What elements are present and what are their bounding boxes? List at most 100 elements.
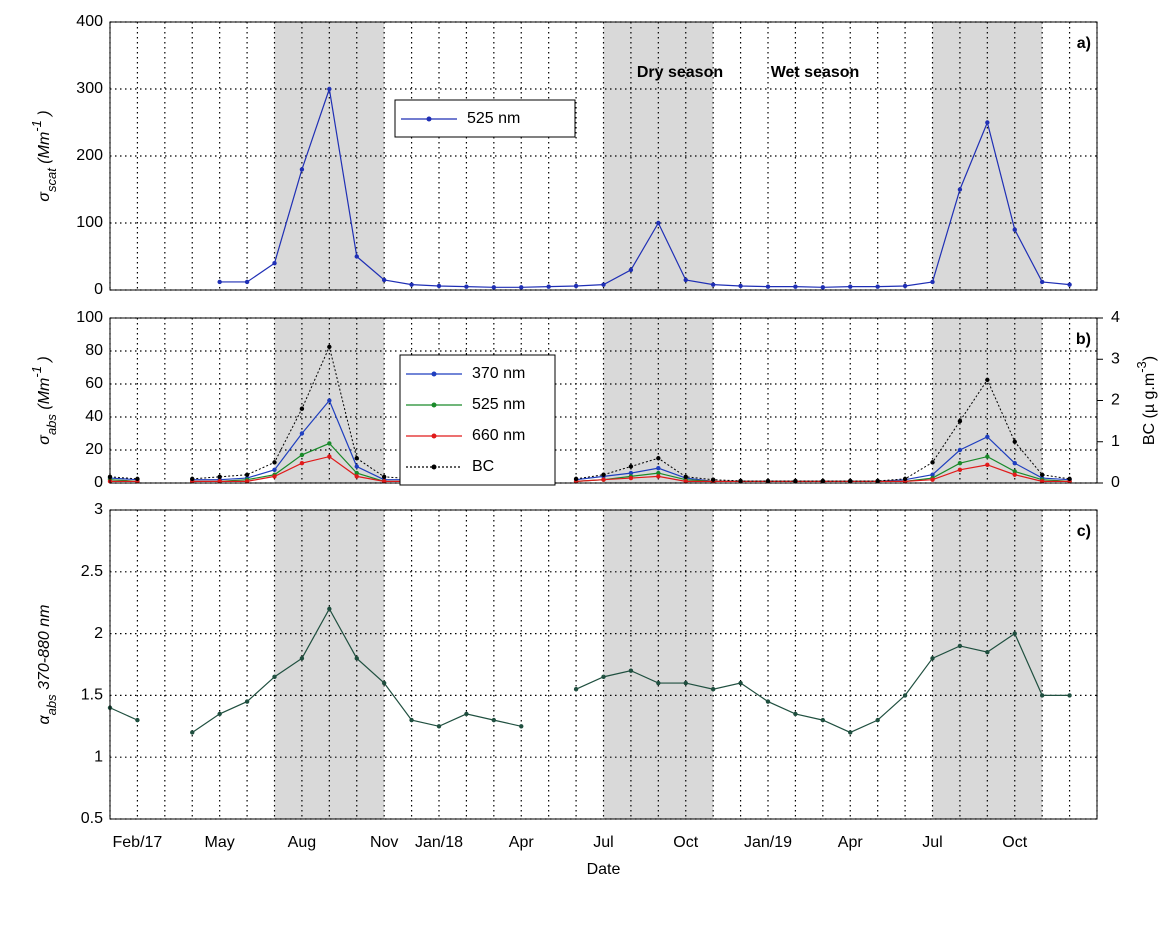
- data-point: [1012, 461, 1017, 466]
- data-point: [244, 279, 250, 285]
- data-point: [299, 452, 305, 458]
- data-point: [738, 478, 743, 484]
- data-point: [601, 674, 606, 680]
- y2-tick-label: 0: [1111, 474, 1120, 491]
- data-point: [409, 282, 414, 287]
- x-axis-label: Date: [587, 861, 621, 878]
- data-point: [930, 477, 935, 482]
- data-point: [272, 460, 277, 465]
- data-point: [327, 86, 332, 92]
- data-point: [491, 717, 497, 723]
- y-axis-label-part: abs: [44, 694, 59, 715]
- y2-axis-label-part: ): [1141, 356, 1158, 361]
- data-point: [902, 476, 908, 482]
- y-axis-label-part: 370-880 nm: [36, 605, 53, 695]
- data-point: [656, 680, 661, 686]
- y2-axis-label: BC (µ g.m-3): [1134, 356, 1158, 445]
- data-point: [327, 454, 332, 459]
- y-axis-label-part: abs: [44, 414, 59, 435]
- y-axis-label-part: α: [36, 714, 53, 724]
- data-point: [409, 717, 414, 723]
- data-point: [436, 724, 442, 729]
- legend-label: BC: [472, 458, 494, 475]
- y-tick-label: 80: [85, 342, 103, 359]
- data-point: [930, 279, 935, 285]
- data-point: [190, 476, 195, 482]
- data-point: [464, 711, 469, 717]
- data-point: [765, 699, 771, 704]
- data-point: [738, 283, 743, 289]
- plot-frame: [109, 509, 1098, 820]
- data-point: [546, 284, 551, 289]
- x-tick-label: Apr: [509, 834, 535, 851]
- data-point: [848, 730, 853, 735]
- x-tick-label: Jul: [593, 834, 613, 851]
- series-line: [109, 607, 1070, 734]
- data-point: [656, 465, 661, 471]
- data-point: [1012, 469, 1017, 474]
- data-point: [327, 398, 332, 403]
- y2-tick-label: 3: [1111, 350, 1120, 367]
- data-point: [1012, 227, 1017, 232]
- data-point: [601, 477, 606, 482]
- x-tick-label: May: [205, 834, 235, 851]
- y-tick-label: 200: [76, 147, 103, 164]
- data-point: [436, 283, 442, 289]
- data-point: [217, 474, 222, 480]
- data-point: [793, 711, 798, 717]
- data-point: [354, 656, 359, 661]
- x-tick-label: Nov: [370, 834, 398, 851]
- data-point: [683, 680, 688, 686]
- data-point: [327, 606, 332, 612]
- data-point: [381, 680, 387, 686]
- y-axis-label: σscat (Mm-1 ): [29, 110, 59, 201]
- data-point: [930, 460, 935, 465]
- y-tick-label: 1.5: [81, 687, 103, 704]
- y-tick-label: 1: [94, 748, 103, 765]
- data-point: [957, 187, 963, 192]
- data-point: [519, 285, 524, 290]
- panel-label: a): [1077, 35, 1091, 52]
- legend-label: 525 nm: [472, 396, 525, 413]
- data-point: [1039, 279, 1045, 285]
- data-point: [710, 477, 716, 482]
- data-point: [765, 284, 771, 289]
- data-point: [135, 476, 140, 482]
- y-axis-label: σabs (Mm-1 ): [29, 356, 59, 444]
- data-point: [656, 474, 661, 479]
- series-line: [109, 399, 1070, 482]
- data-point: [710, 687, 716, 692]
- y-tick-label: 20: [85, 441, 103, 458]
- data-point: [217, 279, 222, 285]
- x-tick-label: Aug: [288, 834, 316, 851]
- data-point: [354, 470, 359, 476]
- y-tick-label: 0: [94, 474, 103, 491]
- y-axis-label-part: (Mm: [36, 132, 53, 168]
- data-point: [656, 470, 661, 476]
- data-point: [354, 254, 359, 259]
- dry-season-shade: [603, 318, 714, 483]
- x-tick-label: Feb/17: [113, 834, 163, 851]
- x-tick-label: Apr: [838, 834, 864, 851]
- data-point: [820, 478, 826, 484]
- data-point: [573, 476, 579, 482]
- data-point: [381, 479, 387, 484]
- y2-tick-label: 1: [1111, 433, 1120, 450]
- data-point: [272, 261, 277, 266]
- y-axis-label-part: -1: [29, 120, 44, 132]
- data-point: [930, 472, 935, 477]
- data-point: [381, 474, 387, 480]
- data-point: [354, 474, 359, 479]
- data-point: [820, 285, 826, 290]
- y-axis-label-part: scat: [44, 167, 59, 192]
- data-point: [820, 717, 826, 723]
- y2-axis-label-part: BC (µ g.m: [1141, 373, 1158, 445]
- x-tick-label: Jul: [922, 834, 942, 851]
- data-point: [985, 454, 990, 459]
- y-tick-label: 400: [76, 13, 103, 30]
- data-point: [272, 674, 277, 680]
- data-point: [601, 472, 606, 477]
- data-point: [1039, 472, 1045, 477]
- data-point: [272, 474, 277, 479]
- data-point: [327, 344, 332, 350]
